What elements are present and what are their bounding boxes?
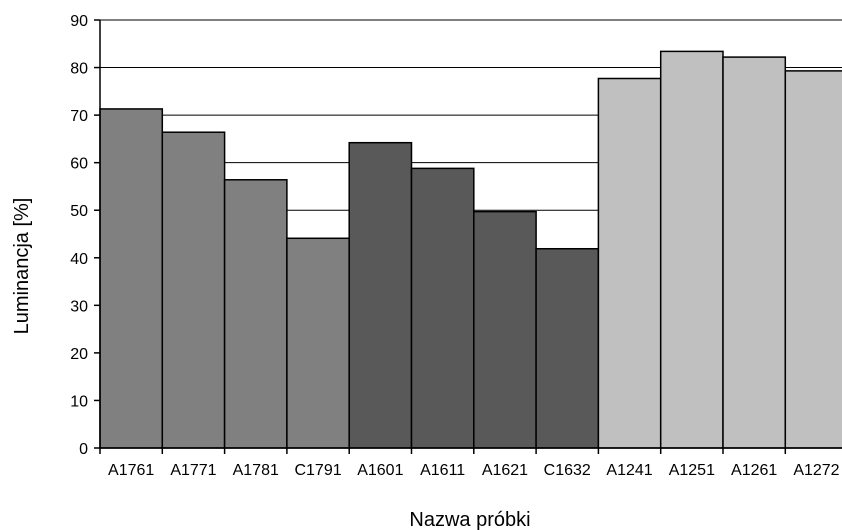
bar: [722, 56, 787, 449]
x-tick-label: A1761: [108, 462, 154, 479]
x-tick-label: A1781: [233, 462, 279, 479]
y-tick-label: 60: [70, 156, 88, 173]
bar: [223, 179, 288, 449]
y-tick-label: 0: [79, 441, 88, 458]
y-tick-label: 30: [70, 298, 88, 315]
bar: [348, 141, 413, 449]
x-axis-title: Nazwa próbki: [409, 509, 530, 530]
x-tick-label: C1632: [544, 462, 591, 479]
bar: [161, 131, 226, 449]
bar: [473, 210, 537, 449]
x-tick-label: A1272: [793, 462, 839, 479]
bar: [286, 237, 350, 449]
bars: [99, 50, 842, 449]
y-tick-label: 80: [70, 61, 88, 78]
x-tick-label: A1611: [420, 462, 465, 479]
y-tick-labels: 0 10 20 30 40 50 60 70 80 90: [70, 13, 88, 458]
bar: [597, 77, 662, 449]
x-tick-label: A1601: [357, 462, 403, 479]
x-tick-labels: A1761 A1771 A1781 C1791 A1601 A1611 A1621 C1632…: [108, 462, 840, 479]
bar: [535, 247, 600, 449]
y-tick-label: 50: [70, 203, 88, 220]
bar: [659, 50, 724, 449]
x-tick-label: A1251: [669, 462, 715, 479]
x-tick-label: A1241: [606, 462, 652, 479]
x-tick-label: A1621: [482, 462, 528, 479]
bar: [410, 167, 475, 449]
y-tick-label: 40: [70, 251, 88, 268]
bar: [99, 108, 164, 449]
y-tick-label: 70: [70, 108, 88, 125]
x-tick-label: A1261: [731, 462, 777, 479]
y-tick-label: 20: [70, 346, 88, 363]
x-tick-label: C1791: [294, 462, 341, 479]
x-tick-label: A1771: [170, 462, 216, 479]
y-axis-title: Luminancja [%]: [11, 198, 33, 335]
axes: [94, 19, 842, 454]
y-tick-label: 10: [70, 393, 88, 410]
bar: [784, 70, 842, 449]
y-tick-label: 90: [70, 13, 88, 30]
